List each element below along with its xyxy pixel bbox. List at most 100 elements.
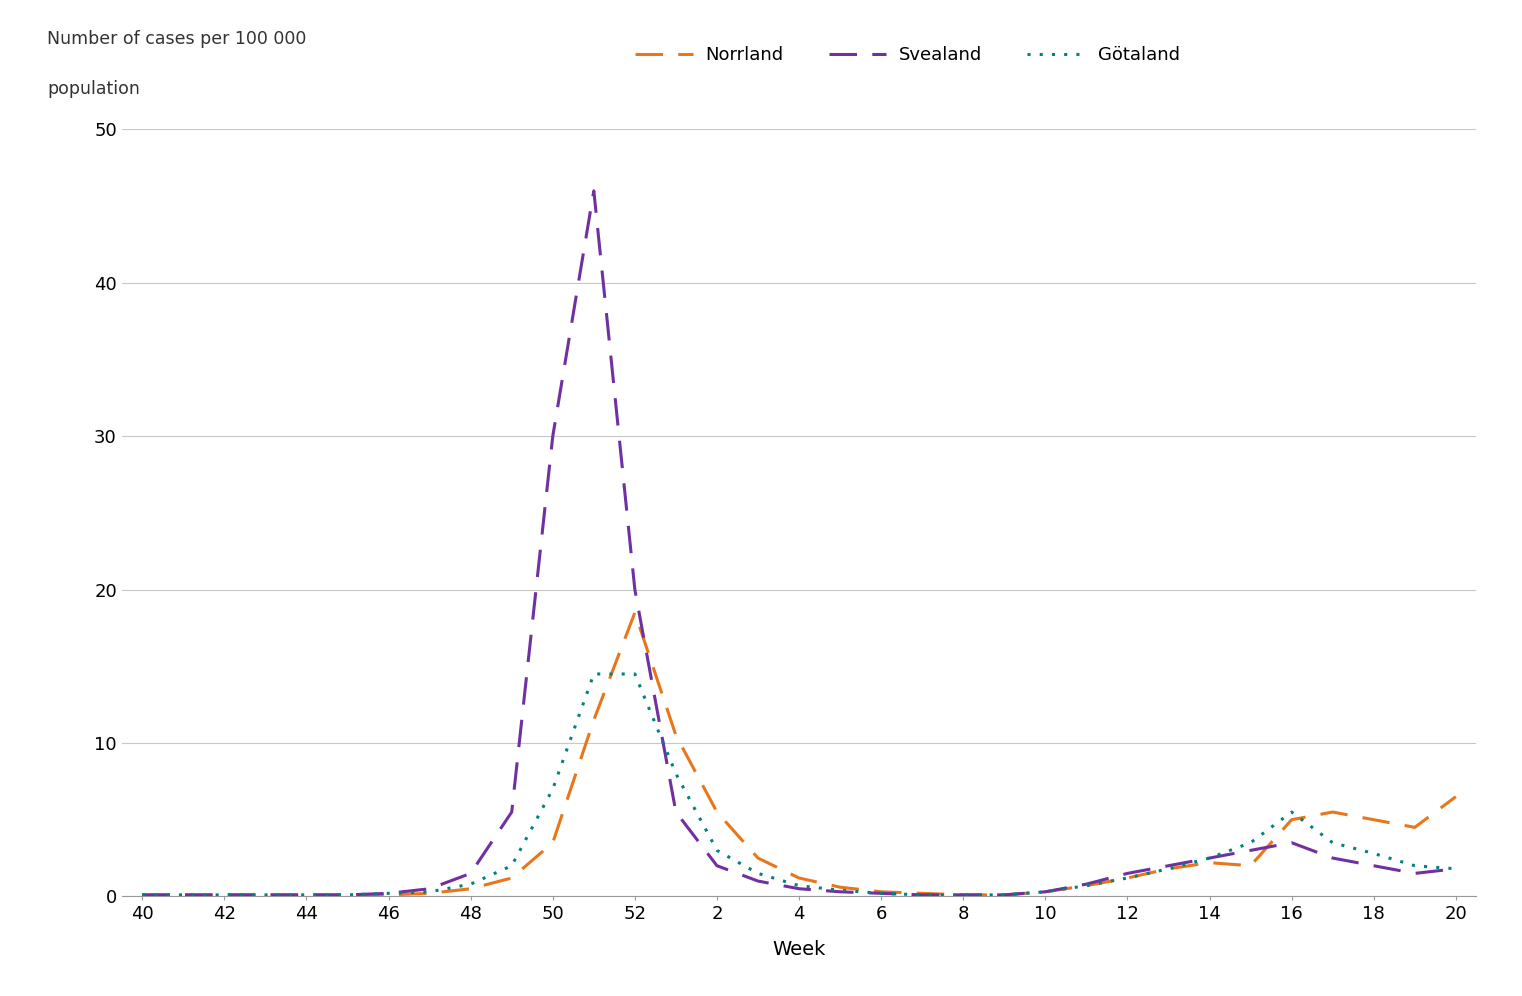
Norrland <box>174 888 192 900</box>
Götaland <box>543 783 562 795</box>
Svealand <box>215 888 233 900</box>
Norrland <box>584 714 603 726</box>
Svealand <box>708 860 726 872</box>
Götaland <box>1365 848 1383 860</box>
Götaland <box>1283 806 1301 818</box>
Svealand <box>420 882 438 894</box>
Götaland <box>1324 837 1342 849</box>
Norrland <box>1078 879 1096 891</box>
Svealand <box>995 888 1014 900</box>
Götaland <box>1078 879 1096 891</box>
Svealand <box>790 882 808 894</box>
Götaland <box>584 668 603 680</box>
Svealand <box>1447 863 1466 874</box>
Svealand <box>1201 853 1219 865</box>
Götaland <box>872 887 890 899</box>
Götaland <box>1447 863 1466 874</box>
Norrland <box>1036 885 1055 897</box>
Götaland <box>954 888 973 900</box>
Norrland <box>749 853 767 865</box>
Svealand <box>1119 868 1137 879</box>
Svealand <box>749 875 767 887</box>
Norrland <box>420 887 438 899</box>
Götaland <box>1036 885 1055 897</box>
Götaland <box>831 884 849 896</box>
Norrland <box>379 888 397 900</box>
Svealand <box>338 888 356 900</box>
Götaland <box>174 888 192 900</box>
Svealand <box>379 887 397 899</box>
Götaland <box>1160 863 1178 874</box>
Götaland <box>1242 837 1260 849</box>
Norrland <box>1447 791 1466 803</box>
Norrland <box>1160 863 1178 874</box>
Götaland <box>461 878 479 890</box>
Norrland <box>1201 857 1219 869</box>
Norrland <box>954 888 973 900</box>
Norrland <box>132 888 151 900</box>
Götaland <box>1119 872 1137 884</box>
Norrland <box>831 881 849 893</box>
Svealand <box>872 887 890 899</box>
Götaland <box>626 668 644 680</box>
Götaland <box>502 860 521 872</box>
Götaland <box>1406 860 1425 872</box>
Götaland <box>338 888 356 900</box>
Götaland <box>749 868 767 879</box>
Norrland <box>1119 872 1137 884</box>
Norrland <box>1242 860 1260 872</box>
Norrland <box>215 888 233 900</box>
Norrland <box>338 888 356 900</box>
Götaland <box>1201 853 1219 865</box>
Götaland <box>379 887 397 899</box>
Götaland <box>708 845 726 857</box>
Svealand <box>256 888 274 900</box>
Götaland <box>256 888 274 900</box>
Norrland <box>256 888 274 900</box>
Svealand <box>1365 860 1383 872</box>
Svealand <box>1324 853 1342 865</box>
Norrland <box>913 887 931 899</box>
Text: population: population <box>47 80 140 98</box>
Svealand <box>954 888 973 900</box>
Svealand <box>667 806 685 818</box>
Line: Norrland: Norrland <box>142 613 1457 894</box>
Svealand <box>1242 845 1260 857</box>
Svealand <box>297 888 315 900</box>
Norrland <box>1324 806 1342 818</box>
Norrland <box>1365 814 1383 826</box>
Svealand <box>543 430 562 442</box>
X-axis label: Week: Week <box>772 940 826 959</box>
Svealand <box>461 868 479 879</box>
Svealand <box>1283 837 1301 849</box>
Norrland <box>626 607 644 619</box>
Götaland <box>132 888 151 900</box>
Svealand <box>1406 868 1425 879</box>
Götaland <box>667 768 685 780</box>
Norrland <box>461 882 479 894</box>
Line: Svealand: Svealand <box>142 191 1457 894</box>
Svealand <box>502 806 521 818</box>
Norrland <box>708 806 726 818</box>
Line: Götaland: Götaland <box>142 674 1457 894</box>
Text: Number of cases per 100 000: Number of cases per 100 000 <box>47 30 306 48</box>
Norrland <box>543 837 562 849</box>
Svealand <box>132 888 151 900</box>
Norrland <box>667 729 685 741</box>
Norrland <box>995 888 1014 900</box>
Norrland <box>297 888 315 900</box>
Svealand <box>174 888 192 900</box>
Svealand <box>1036 885 1055 897</box>
Götaland <box>913 888 931 900</box>
Svealand <box>626 584 644 596</box>
Svealand <box>913 888 931 900</box>
Götaland <box>995 888 1014 900</box>
Svealand <box>584 185 603 197</box>
Norrland <box>872 885 890 897</box>
Norrland <box>790 872 808 884</box>
Legend: Norrland, Svealand, Götaland: Norrland, Svealand, Götaland <box>627 39 1187 72</box>
Norrland <box>502 872 521 884</box>
Götaland <box>215 888 233 900</box>
Norrland <box>1283 814 1301 826</box>
Götaland <box>790 879 808 891</box>
